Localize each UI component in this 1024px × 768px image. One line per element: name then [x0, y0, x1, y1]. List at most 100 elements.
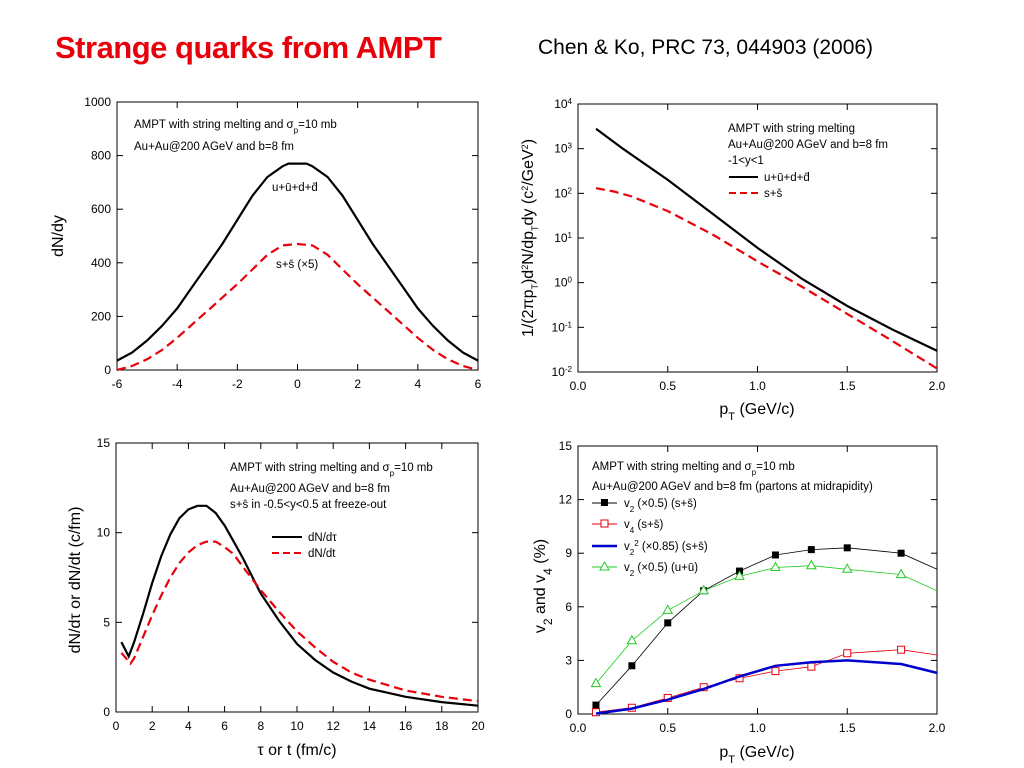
x-tick-label: 6: [475, 377, 482, 391]
x-axis-label: τ or t (fm/c): [257, 742, 336, 759]
x-tick-label: 1.5: [839, 379, 856, 393]
data-point: [843, 649, 852, 658]
data-point: [897, 549, 905, 557]
series-line-2: [595, 187, 938, 370]
data-point: [770, 561, 781, 571]
y-tick-label: 10: [97, 526, 111, 540]
x-tick-label: 2: [149, 719, 156, 733]
x-tick-label: 2: [354, 377, 361, 391]
annotations: AMPT with string melting and σp=10 mb Au…: [592, 461, 873, 493]
slide-title: Strange quarks from AMPT: [55, 30, 442, 65]
y-tick-label: 800: [91, 149, 111, 163]
legend-marker-v2-strange: [601, 499, 608, 506]
y-tick-label: 1000: [84, 95, 111, 109]
data-point: [698, 584, 710, 595]
x-tick-label: 0: [294, 377, 301, 391]
x-tick-label: 20: [471, 719, 485, 733]
annotation-2: Au+Au@200 AGeV and b=8 fm: [728, 139, 888, 151]
data-point: [734, 570, 745, 580]
legend-label-strange-quarks: s+s̄: [764, 188, 782, 200]
y-tick-label: 6: [565, 600, 572, 614]
series-line-1: [595, 127, 938, 352]
x-tick-label: 18: [435, 719, 449, 733]
x-tick-label: -2: [232, 377, 243, 391]
series-label-light-quarks: u+ū+d+d̄: [272, 182, 318, 194]
x-tick-label: 10: [290, 719, 304, 733]
x-tick-label: 0.5: [659, 379, 676, 393]
x-tick-label: 0: [113, 719, 120, 733]
x-tick-label: 14: [363, 719, 377, 733]
x-tick-label: 0.5: [659, 721, 676, 735]
data-point: [592, 701, 600, 709]
x-tick-label: 16: [399, 719, 413, 733]
data-point: [664, 619, 672, 627]
y-tick-label: 200: [91, 309, 111, 323]
annotation-3: s+s̄ in -0.5<y<0.5 at freeze-out: [230, 499, 387, 511]
axis-ticks: -6 -4 -2 0 2 4 6 0 200 400 600 800 1000: [84, 95, 481, 391]
data-point: [662, 604, 674, 614]
x-tick-label: 6: [221, 719, 228, 733]
data-point: [807, 546, 815, 554]
data-point: [843, 544, 851, 552]
series-line-1: [116, 162, 479, 362]
axis-ticks: 0 2 4 6 8 10 12 14 16 18 20 0 5 10 15: [97, 436, 485, 733]
y-tick-label: 12: [559, 493, 573, 507]
series-line-1: [595, 547, 938, 706]
legend-marker-v4-strange: [600, 519, 609, 528]
x-tick-label: 1.0: [749, 379, 766, 393]
series-group: [590, 544, 938, 717]
legend: dN/dτ dN/dt: [272, 532, 337, 560]
annotations: AMPT with string melting and σp=10 mb Au…: [230, 462, 433, 511]
x-tick-label: 1.0: [749, 721, 766, 735]
annotation-1: AMPT with string melting and σp=10 mb: [592, 461, 795, 477]
axis-ticks: 0.0 0.5 1.0 1.5 2.0 0 3 6 9 12 15: [559, 439, 946, 735]
legend-marker-v2-light: [599, 560, 610, 571]
data-point: [626, 634, 638, 645]
data-point: [807, 662, 816, 671]
x-axis-label: pT (GeV/c): [719, 401, 794, 423]
annotation-2: Au+Au@200 AGeV and b=8 fm: [230, 483, 390, 495]
y-axis-label: dN/dy: [50, 215, 67, 257]
annotation-3: -1<y<1: [728, 155, 764, 167]
data-point: [771, 667, 780, 676]
data-point: [590, 677, 602, 688]
y-tick-label: 400: [91, 256, 111, 270]
y-tick-label: 15: [559, 439, 573, 453]
legend: v2 (×0.5) (s+s̄) v4 (s+s̄) v22 (×0.85) (…: [592, 498, 708, 578]
data-point: [897, 645, 906, 654]
series-group: [595, 127, 938, 370]
annotation-2: Au+Au@200 AGeV and b=8 fm (partons at mi…: [592, 481, 873, 493]
data-point: [895, 568, 907, 579]
y-tick-label: 9: [565, 546, 572, 560]
y-tick-label: 15: [97, 436, 111, 450]
annotations: AMPT with string melting Au+Au@200 AGeV …: [728, 123, 888, 167]
x-tick-label: 1.5: [839, 721, 856, 735]
y-tick-label: 5: [103, 615, 110, 629]
data-point: [805, 559, 817, 570]
x-axis-label: pT (GeV/c): [719, 744, 794, 766]
x-tick-label: -4: [172, 377, 183, 391]
legend-label-dn-dtau: dN/dτ: [308, 532, 337, 544]
data-point: [628, 662, 636, 670]
legend: u+ū+d+d̄ s+s̄: [729, 172, 810, 200]
x-tick-label: 4: [185, 719, 192, 733]
x-tick-label: 8: [257, 719, 264, 733]
citation: Chen & Ko, PRC 73, 044903 (2006): [538, 36, 874, 59]
annotation-1: AMPT with string melting and σp=10 mb: [230, 462, 433, 478]
y-tick-label: 0: [104, 363, 111, 377]
x-tick-label: 0.0: [570, 721, 587, 735]
annotations: AMPT with string melting and σp=10 mb Au…: [134, 119, 337, 271]
series-line-1: [120, 504, 479, 707]
series-line-2: [116, 242, 479, 372]
x-tick-label: 0.0: [570, 379, 587, 393]
x-tick-label: 2.0: [929, 379, 946, 393]
data-point: [771, 551, 779, 559]
annotation-1: AMPT with string melting: [728, 123, 855, 135]
series-line-4: [595, 565, 938, 684]
legend-label-v2-light: v2 (×0.5) (u+ū): [624, 562, 698, 578]
y-axis-label: dN/dτ or dN/dt (c/fm): [67, 507, 84, 654]
series-group: [120, 504, 479, 707]
